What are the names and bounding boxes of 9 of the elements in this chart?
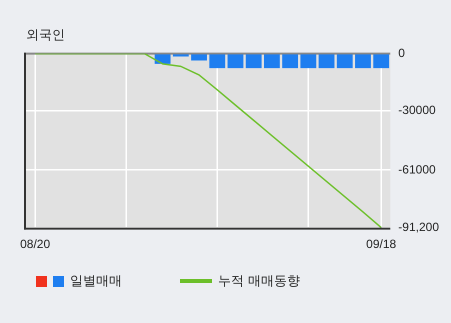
x-tick-label: 08/20 [20,237,50,252]
y-tick-label: -91,200 [398,220,440,234]
x-tick-label: 09/18 [366,237,397,252]
chart-title: 외국인 [26,28,65,44]
y-tick-label: -61000 [398,162,436,176]
legend-label: 일별매매 [70,273,122,290]
legend-label: 누적 매매동향 [218,273,300,290]
y-tick-label: -30000 [398,103,436,118]
y-tick-label: 0 [398,46,406,60]
